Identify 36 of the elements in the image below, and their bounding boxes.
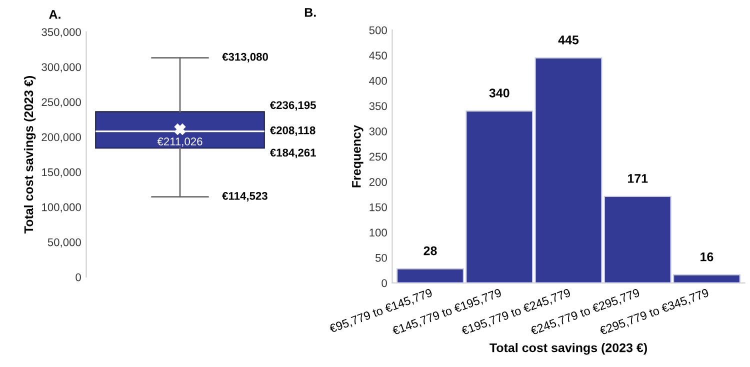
chart-title: B. xyxy=(304,8,316,17)
y-tick-label: 200 xyxy=(369,178,387,186)
y-tick-label: 0 xyxy=(76,273,81,282)
data-label: 445 xyxy=(558,36,579,44)
text: €184,261 xyxy=(270,148,316,158)
y-axis-title: Frequency xyxy=(352,124,364,188)
y-tick-label: 150,000 xyxy=(42,168,81,178)
data-label: 171 xyxy=(628,174,648,183)
x-axis-title: Total cost savings (2023 €) xyxy=(490,343,647,355)
y-tick-label: 200,000 xyxy=(42,133,81,142)
y-tick-label: 50,000 xyxy=(48,238,81,248)
y-axis-title: Total cost savings (2023 €) xyxy=(24,76,36,234)
data-label: 28 xyxy=(424,246,437,256)
annotation: €114,523 xyxy=(222,192,268,202)
annotation: €313,080 xyxy=(222,52,268,62)
data-label: 340 xyxy=(489,88,510,98)
y-tick-label: 350 xyxy=(369,102,387,110)
y-tick-label: 100,000 xyxy=(42,203,81,212)
chart-title: A. xyxy=(49,10,60,19)
y-tick-label: 50 xyxy=(375,254,387,262)
bar xyxy=(534,57,602,283)
y-tick-label: 150 xyxy=(370,203,387,212)
y-tick-label: 500 xyxy=(369,26,387,34)
y-tick-label: 0 xyxy=(382,279,387,288)
y-tick-label: 100 xyxy=(370,228,387,237)
y-tick-label: 350,000 xyxy=(42,28,81,38)
y-tick-label: 250,000 xyxy=(42,98,81,108)
y-tick-label: 300,000 xyxy=(42,63,81,72)
data-label: 16 xyxy=(700,252,714,262)
y-tick-label: 400 xyxy=(369,76,387,85)
annotation: €211,026 xyxy=(157,138,202,147)
y-tick-label: 450 xyxy=(369,52,387,60)
y-tick-label: 250 xyxy=(369,152,387,161)
y-tick-label: 300 xyxy=(369,128,387,136)
text: €236,195 xyxy=(270,101,316,111)
text: €208,118 xyxy=(270,126,316,136)
